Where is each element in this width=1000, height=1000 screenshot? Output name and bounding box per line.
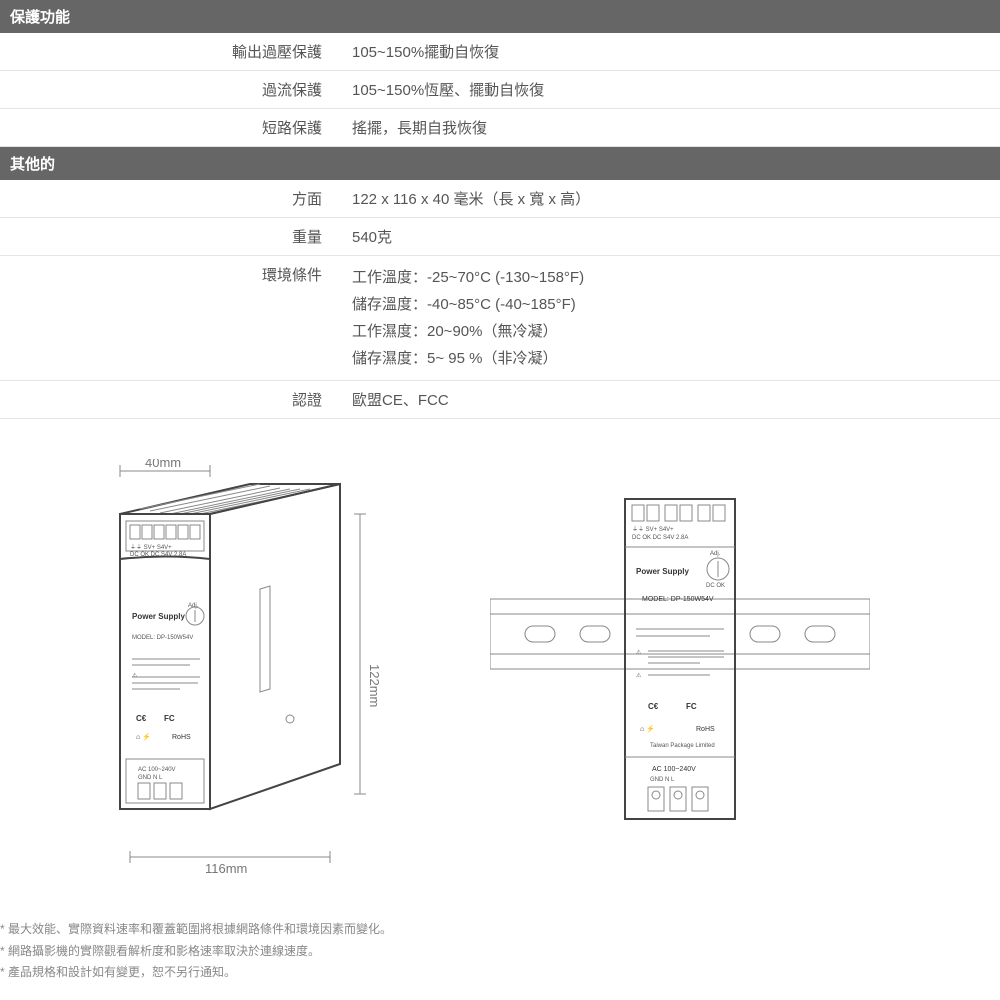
cell-value: 搖擺，長期自我恢復 bbox=[340, 109, 1000, 147]
svg-text:Taiwan Package Limited: Taiwan Package Limited bbox=[650, 743, 715, 749]
diagram-area: 40mm 122mm 116mm bbox=[0, 419, 1000, 909]
ce-icon: C€ bbox=[648, 702, 659, 711]
table-row: 認證 歐盟CE、FCC bbox=[0, 381, 1000, 419]
model-label: MODEL: DP-150W54V bbox=[132, 635, 193, 641]
table-row: 短路保護 搖擺，長期自我恢復 bbox=[0, 109, 1000, 147]
diagram-3d: 40mm 122mm 116mm bbox=[60, 459, 380, 879]
svg-text:DC OK: DC OK bbox=[706, 583, 725, 589]
section-header-protect: 保護功能 bbox=[0, 0, 1000, 33]
dim-width: 40mm bbox=[145, 459, 181, 470]
env-line: 儲存溫度：-40~85°C (-40~185°F) bbox=[352, 291, 988, 318]
fc-icon: FC bbox=[164, 714, 175, 723]
cell-label: 方面 bbox=[0, 180, 340, 218]
ps-label: Power Supply bbox=[636, 567, 689, 576]
cell-label: 過流保護 bbox=[0, 71, 340, 109]
svg-text:⚠: ⚠ bbox=[636, 672, 642, 679]
table-row: 方面 122 x 116 x 40 毫米（長 x 寬 x 高） bbox=[0, 180, 1000, 218]
cell-value: 工作溫度：-25~70°C (-130~158°F) 儲存溫度：-40~85°C… bbox=[340, 256, 1000, 381]
footer-line: * 產品規格和設計如有變更，恕不另行通知。 bbox=[0, 962, 1000, 984]
cell-label: 短路保護 bbox=[0, 109, 340, 147]
gnd-label: GND N L bbox=[650, 777, 675, 783]
svg-text:⏚⏚ SV+ S4V+: ⏚⏚ SV+ S4V+ bbox=[130, 544, 172, 551]
cell-label: 重量 bbox=[0, 218, 340, 256]
svg-text:⚠: ⚠ bbox=[636, 649, 642, 656]
cell-value: 122 x 116 x 40 毫米（長 x 寬 x 高） bbox=[340, 180, 1000, 218]
cell-label: 輸出過壓保護 bbox=[0, 33, 340, 71]
env-line: 工作濕度：20~90%（無冷凝） bbox=[352, 318, 988, 345]
terminal-icon bbox=[130, 525, 200, 539]
cell-label: 環境條件 bbox=[0, 256, 340, 381]
gnd-label: GND N L bbox=[138, 775, 163, 781]
table-row: 重量 540克 bbox=[0, 218, 1000, 256]
footer-line: * 網路攝影機的實際觀看解析度和影格速率取決於連線速度。 bbox=[0, 941, 1000, 963]
house-icon: ⌂ ⚡ bbox=[136, 732, 151, 741]
rohs-label: RoHS bbox=[696, 726, 715, 733]
ps-label: Power Supply bbox=[132, 612, 185, 621]
section-header-others: 其他的 bbox=[0, 147, 1000, 180]
table-row: 輸出過壓保護 105~150%擺動自恢復 bbox=[0, 33, 1000, 71]
diagram-flat: ⏚⏚ SV+ S4V+ DC OK DC S4V 2.8A Power Supp… bbox=[490, 479, 870, 859]
dim-height: 122mm bbox=[367, 664, 380, 707]
ce-icon: C€ bbox=[136, 714, 147, 723]
ac-label: AC 100~240V bbox=[652, 766, 696, 773]
cell-value: 105~150%恆壓、擺動自恢復 bbox=[340, 71, 1000, 109]
ac-label: AC 100~240V bbox=[138, 767, 176, 773]
svg-text:⚠: ⚠ bbox=[132, 672, 138, 679]
cell-value: 歐盟CE、FCC bbox=[340, 381, 1000, 419]
env-line: 儲存濕度：5~ 95 %（非冷凝） bbox=[352, 345, 988, 372]
footer-line: * 最大效能、實際資料速率和覆蓋範圍將根據網路條件和環境因素而變化。 bbox=[0, 919, 1000, 941]
house-icon: ⌂ ⚡ bbox=[640, 724, 655, 733]
svg-text:Adj.: Adj. bbox=[188, 603, 199, 609]
svg-text:DC OK DC S4V 2.8A: DC OK DC S4V 2.8A bbox=[632, 535, 688, 541]
fc-icon: FC bbox=[686, 702, 697, 711]
table-row: 過流保護 105~150%恆壓、擺動自恢復 bbox=[0, 71, 1000, 109]
svg-text:Adj.: Adj. bbox=[710, 551, 721, 557]
dim-depth: 116mm bbox=[205, 861, 247, 876]
rohs-label: RoHS bbox=[172, 734, 191, 741]
terminal-icon bbox=[648, 787, 708, 811]
terminal-icon bbox=[138, 783, 182, 799]
svg-text:⏚⏚ SV+ S4V+: ⏚⏚ SV+ S4V+ bbox=[632, 526, 674, 533]
cell-value: 105~150%擺動自恢復 bbox=[340, 33, 1000, 71]
spec-table-protect: 輸出過壓保護 105~150%擺動自恢復 過流保護 105~150%恆壓、擺動自… bbox=[0, 33, 1000, 147]
model-label: MODEL: DP-150W54V bbox=[642, 596, 714, 603]
table-row: 環境條件 工作溫度：-25~70°C (-130~158°F) 儲存溫度：-40… bbox=[0, 256, 1000, 381]
cell-value: 540克 bbox=[340, 218, 1000, 256]
cell-label: 認證 bbox=[0, 381, 340, 419]
spec-table-others: 方面 122 x 116 x 40 毫米（長 x 寬 x 高） 重量 540克 … bbox=[0, 180, 1000, 419]
terminal-icon bbox=[632, 505, 725, 521]
footer-notes: * 最大效能、實際資料速率和覆蓋範圍將根據網路條件和環境因素而變化。 * 網路攝… bbox=[0, 909, 1000, 984]
env-line: 工作溫度：-25~70°C (-130~158°F) bbox=[352, 264, 988, 291]
